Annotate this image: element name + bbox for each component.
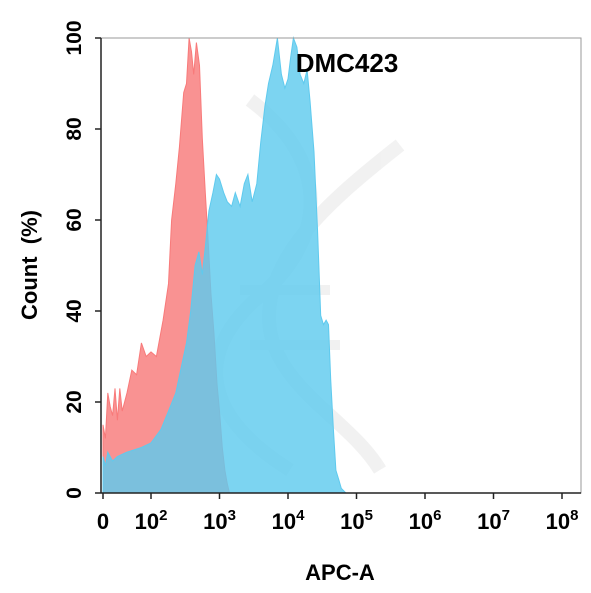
- x-tick-label: 103: [203, 507, 236, 534]
- y-tick-label: 40: [63, 299, 86, 322]
- x-tick-label: 107: [477, 507, 510, 534]
- y-tick-label: 0: [63, 487, 86, 499]
- x-axis-label: APC-A: [305, 560, 375, 585]
- y-tick-label: 20: [63, 390, 86, 413]
- x-tick-label: 102: [135, 507, 168, 534]
- x-tick-label: 0: [97, 509, 109, 534]
- y-tick-label: 80: [63, 117, 86, 140]
- y-tick-label: 100: [63, 20, 86, 55]
- chart-title: DMC423: [296, 48, 399, 78]
- y-tick-label: 60: [63, 208, 86, 231]
- histogram-series-2: [102, 36, 348, 494]
- x-tick-label: 104: [272, 507, 305, 534]
- y-axis-label: Count (%): [17, 210, 42, 320]
- x-tick-label: 106: [409, 507, 442, 534]
- x-tick-label: 105: [340, 507, 373, 534]
- x-tick-label: 108: [546, 507, 579, 534]
